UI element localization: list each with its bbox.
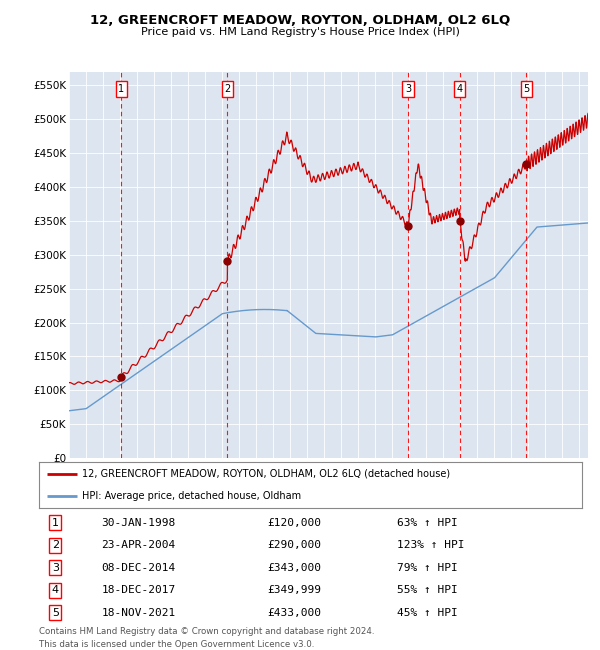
Text: 45% ↑ HPI: 45% ↑ HPI [397,608,458,617]
Text: 30-JAN-1998: 30-JAN-1998 [101,518,176,528]
Text: 1: 1 [52,518,59,528]
Text: 79% ↑ HPI: 79% ↑ HPI [397,563,458,573]
Text: Contains HM Land Registry data © Crown copyright and database right 2024.: Contains HM Land Registry data © Crown c… [39,627,374,636]
Text: 2: 2 [52,540,59,551]
Text: £290,000: £290,000 [267,540,321,551]
Text: 55% ↑ HPI: 55% ↑ HPI [397,585,458,595]
Text: 1: 1 [118,84,124,94]
Text: 12, GREENCROFT MEADOW, ROYTON, OLDHAM, OL2 6LQ: 12, GREENCROFT MEADOW, ROYTON, OLDHAM, O… [90,14,510,27]
Text: 23-APR-2004: 23-APR-2004 [101,540,176,551]
Text: 4: 4 [457,84,463,94]
Text: £120,000: £120,000 [267,518,321,528]
Text: 2: 2 [224,84,230,94]
Text: 08-DEC-2014: 08-DEC-2014 [101,563,176,573]
Text: 3: 3 [405,84,411,94]
Text: 63% ↑ HPI: 63% ↑ HPI [397,518,458,528]
Text: 4: 4 [52,585,59,595]
Text: 5: 5 [523,84,530,94]
Text: 18-DEC-2017: 18-DEC-2017 [101,585,176,595]
Text: 123% ↑ HPI: 123% ↑ HPI [397,540,465,551]
Text: 12, GREENCROFT MEADOW, ROYTON, OLDHAM, OL2 6LQ (detached house): 12, GREENCROFT MEADOW, ROYTON, OLDHAM, O… [82,469,451,478]
Text: 3: 3 [52,563,59,573]
Text: HPI: Average price, detached house, Oldham: HPI: Average price, detached house, Oldh… [82,491,302,500]
Text: Price paid vs. HM Land Registry's House Price Index (HPI): Price paid vs. HM Land Registry's House … [140,27,460,37]
Text: 18-NOV-2021: 18-NOV-2021 [101,608,176,617]
Text: This data is licensed under the Open Government Licence v3.0.: This data is licensed under the Open Gov… [39,640,314,649]
Text: £433,000: £433,000 [267,608,321,617]
Text: 5: 5 [52,608,59,617]
Text: £343,000: £343,000 [267,563,321,573]
Text: £349,999: £349,999 [267,585,321,595]
